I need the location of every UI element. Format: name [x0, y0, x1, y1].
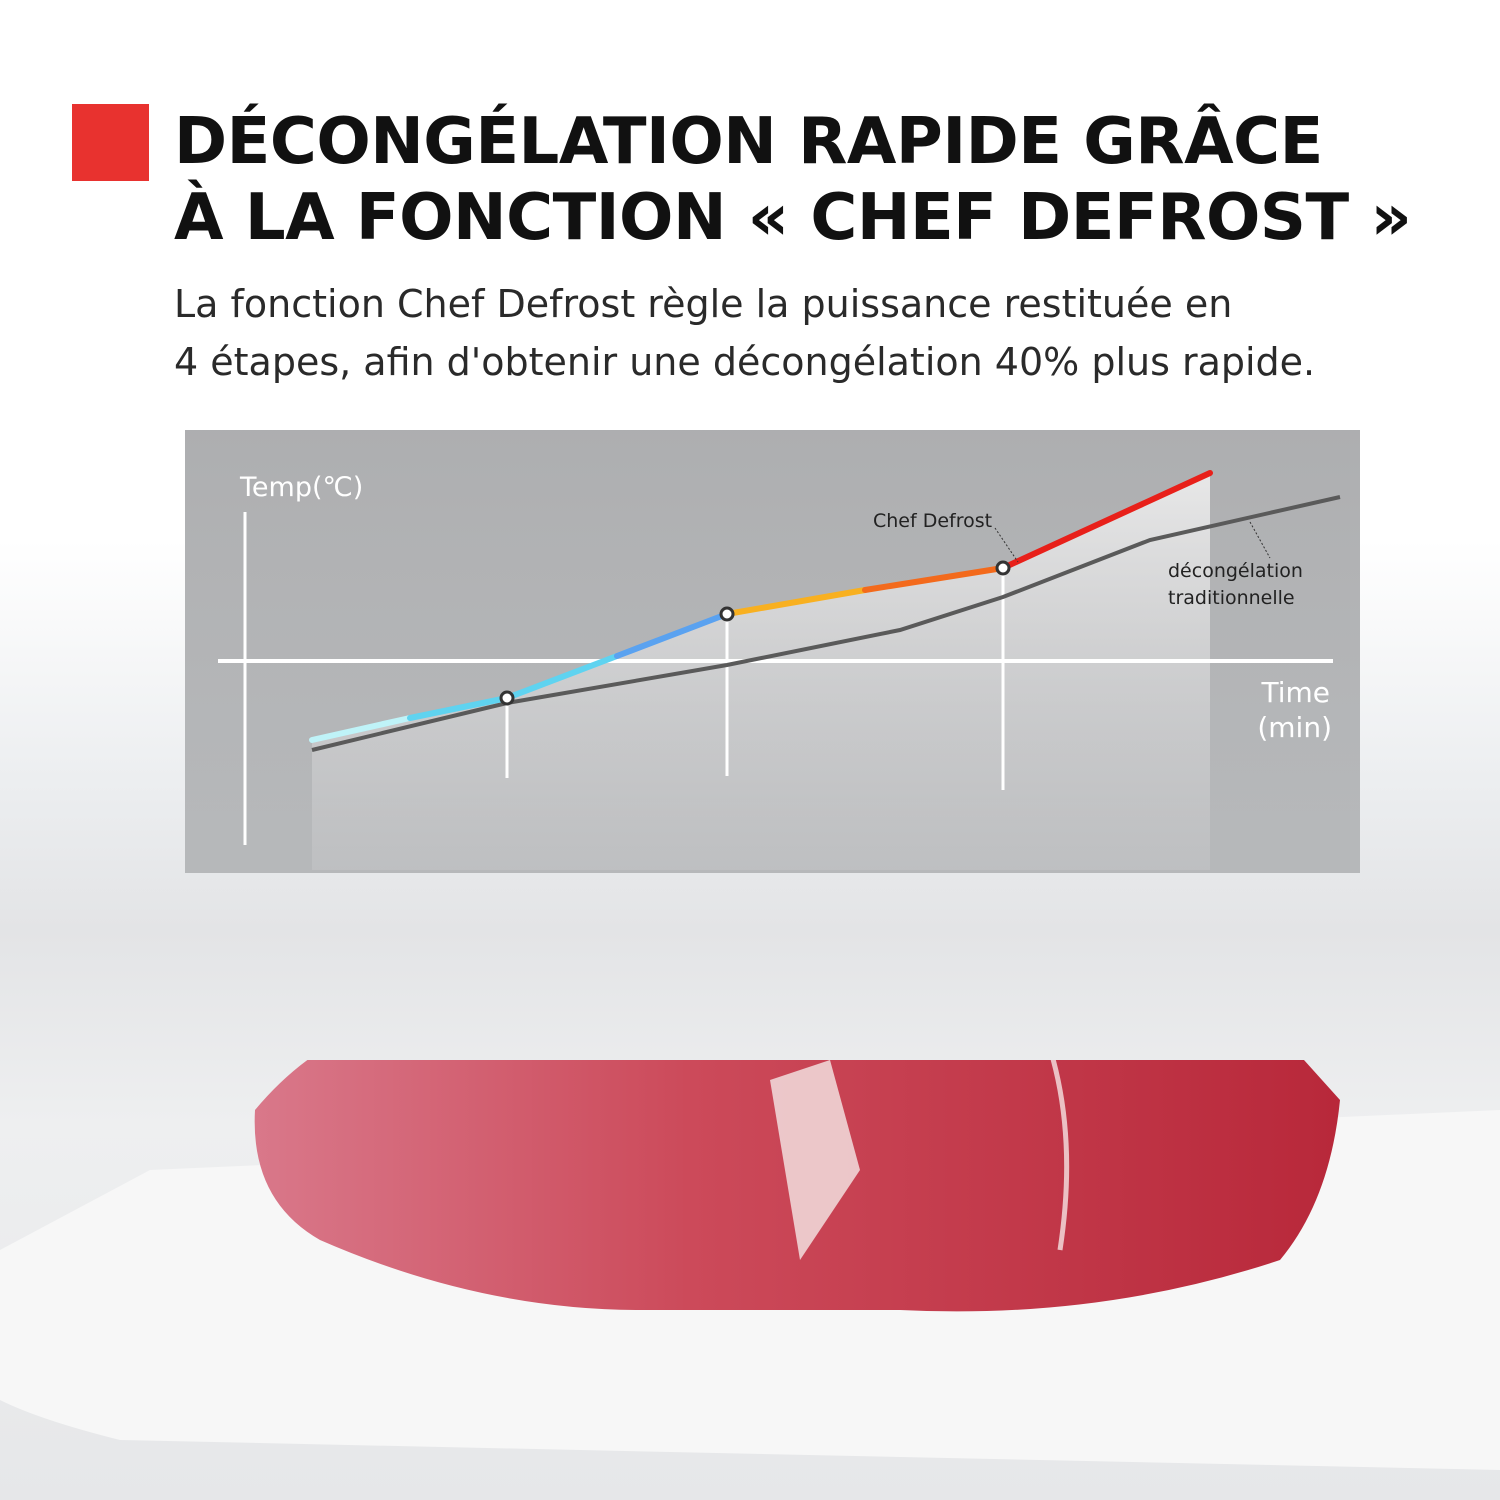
description: La fonction Chef Defrost règle la puissa…: [174, 282, 1316, 384]
chef-defrost-line-segment: [862, 565, 1006, 593]
chef-defrost-line-segment: [1000, 470, 1213, 571]
traditional-label-2: traditionnelle: [1168, 587, 1295, 609]
meat-photo: [0, 1060, 1500, 1470]
chef-defrost-line-segment: [614, 611, 730, 659]
stage-point: [499, 690, 515, 706]
chef-defrost-line-segment: [407, 695, 510, 721]
y-axis-label: Temp(℃): [239, 472, 363, 503]
stage-point: [995, 560, 1011, 576]
chef-defrost-label: Chef Defrost: [873, 510, 992, 532]
accent-square: [72, 104, 149, 181]
stage-point: [719, 606, 735, 622]
x-axis-label-time: Time: [1260, 676, 1330, 709]
page-title: DÉCONGÉLATION RAPIDE GRÂCE À LA FONCTION …: [174, 105, 1412, 255]
x-axis-label-unit: (min): [1257, 711, 1332, 744]
chef-label-leader: [994, 527, 1019, 563]
chef-defrost-line-segment: [724, 587, 868, 617]
chef-defrost-line-segment: [504, 653, 620, 701]
chef-defrost-line-segment: [309, 715, 413, 743]
traditional-label-leader: [1249, 521, 1271, 559]
traditional-label-1: décongélation: [1168, 560, 1303, 582]
